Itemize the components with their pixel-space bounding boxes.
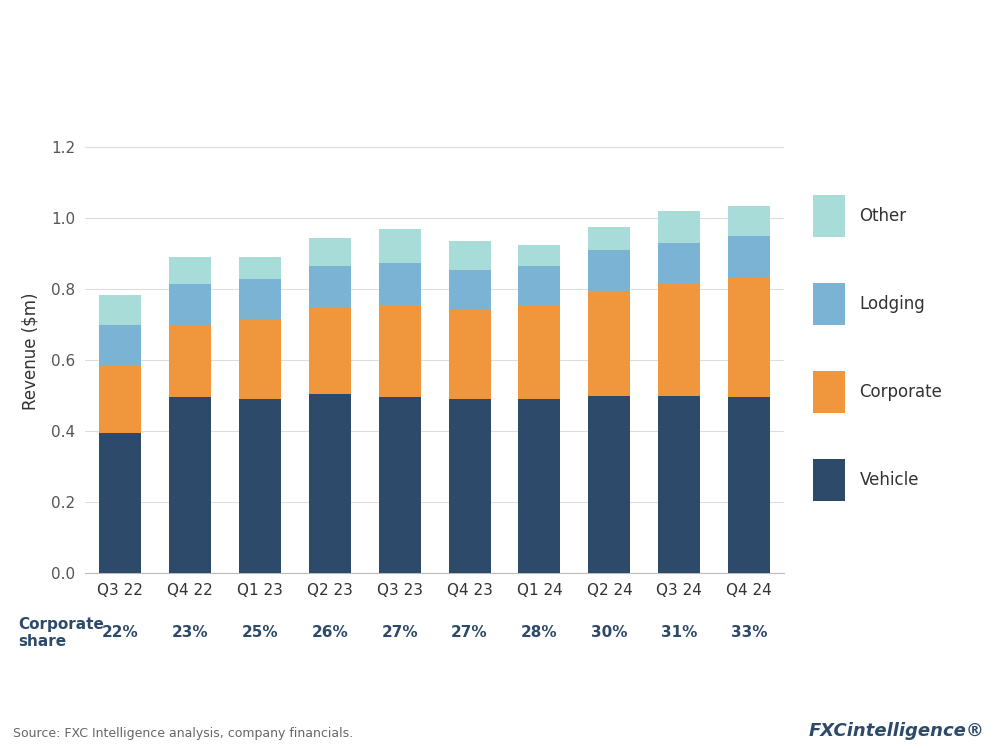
Text: 23%: 23% — [172, 625, 208, 640]
Bar — [728, 206, 770, 236]
Bar — [99, 294, 141, 324]
Text: Corpay quarterly revenue split by segment, 2022-2024: Corpay quarterly revenue split by segmen… — [13, 78, 551, 97]
Bar — [658, 284, 700, 395]
Bar — [588, 395, 630, 573]
Text: Corporate
share: Corporate share — [18, 616, 104, 649]
Bar — [658, 395, 700, 573]
Bar — [518, 266, 560, 305]
Text: Source: FXC Intelligence analysis, company financials.: Source: FXC Intelligence analysis, compa… — [13, 727, 353, 740]
Bar — [99, 366, 141, 433]
Bar — [309, 237, 351, 266]
Bar — [449, 309, 491, 399]
FancyBboxPatch shape — [813, 372, 845, 413]
Bar — [309, 266, 351, 307]
Bar — [239, 279, 281, 319]
Bar — [99, 433, 141, 573]
Bar — [379, 398, 421, 573]
Bar — [588, 250, 630, 291]
FancyBboxPatch shape — [813, 195, 845, 237]
Bar — [449, 270, 491, 309]
Bar — [239, 399, 281, 573]
Bar — [169, 257, 211, 284]
FancyBboxPatch shape — [813, 459, 845, 501]
FancyBboxPatch shape — [813, 283, 845, 325]
Text: Corpay’s Corporate Payments grows quarterly revenue share: Corpay’s Corporate Payments grows quarte… — [13, 21, 973, 49]
Bar — [658, 243, 700, 284]
Bar — [658, 211, 700, 243]
Bar — [588, 291, 630, 395]
Text: Vehicle: Vehicle — [859, 471, 919, 489]
Text: 33%: 33% — [731, 625, 767, 640]
Bar — [379, 263, 421, 305]
Bar — [518, 305, 560, 399]
Bar — [449, 241, 491, 270]
Bar — [239, 257, 281, 279]
Text: 31%: 31% — [661, 625, 697, 640]
Bar — [518, 399, 560, 573]
Y-axis label: Revenue ($m): Revenue ($m) — [22, 293, 40, 410]
Text: 27%: 27% — [452, 625, 488, 640]
Bar — [379, 305, 421, 398]
Text: Lodging: Lodging — [859, 295, 925, 313]
Text: 25%: 25% — [242, 625, 278, 640]
Bar — [379, 229, 421, 263]
Bar — [99, 324, 141, 366]
Bar — [588, 227, 630, 250]
Text: 30%: 30% — [591, 625, 627, 640]
Bar — [728, 236, 770, 277]
Bar — [239, 319, 281, 399]
Bar — [169, 284, 211, 324]
Text: 26%: 26% — [312, 625, 348, 640]
Text: Corporate: Corporate — [859, 383, 942, 401]
Text: 27%: 27% — [382, 625, 418, 640]
Text: 28%: 28% — [521, 625, 557, 640]
Text: 22%: 22% — [102, 625, 138, 640]
Text: Other: Other — [859, 207, 907, 225]
Bar — [309, 307, 351, 394]
Bar — [449, 399, 491, 573]
Bar — [309, 394, 351, 573]
Bar — [169, 398, 211, 573]
Bar — [518, 245, 560, 266]
Bar — [728, 277, 770, 398]
Text: FXCintelligence®: FXCintelligence® — [808, 722, 984, 740]
Bar — [728, 398, 770, 573]
Bar — [169, 324, 211, 398]
